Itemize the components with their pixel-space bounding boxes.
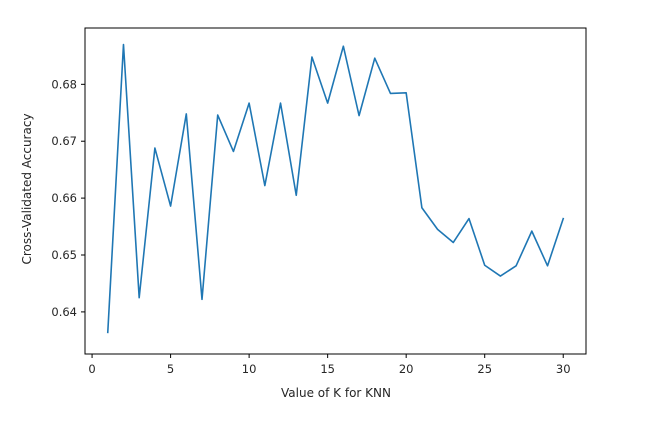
- y-axis-ticks: 0.64 0.65 0.66 0.67 0.68: [51, 77, 85, 319]
- series-line-0: [106, 43, 565, 334]
- x-axis-ticks: 0 5 10 15 20 25 30: [88, 354, 571, 376]
- x-tick-label: 15: [320, 362, 335, 376]
- y-tick-label: 0.64: [51, 305, 77, 319]
- x-tick-label: 0: [88, 362, 95, 376]
- x-tick-label: 5: [167, 362, 174, 376]
- x-axis-label: Value of K for KNN: [281, 386, 391, 400]
- y-axis-label: Cross-Validated Accuracy: [20, 113, 34, 264]
- x-tick-label: 20: [399, 362, 414, 376]
- plot-area: [84, 27, 587, 355]
- x-tick-label: 30: [556, 362, 571, 376]
- y-tick-label: 0.65: [51, 248, 77, 262]
- y-tick-label: 0.68: [51, 77, 77, 91]
- x-tick-label: 10: [242, 362, 257, 376]
- plot-frame: [84, 27, 587, 355]
- y-tick-label: 0.67: [51, 134, 77, 148]
- y-tick-label: 0.66: [51, 191, 77, 205]
- x-tick-label: 25: [477, 362, 492, 376]
